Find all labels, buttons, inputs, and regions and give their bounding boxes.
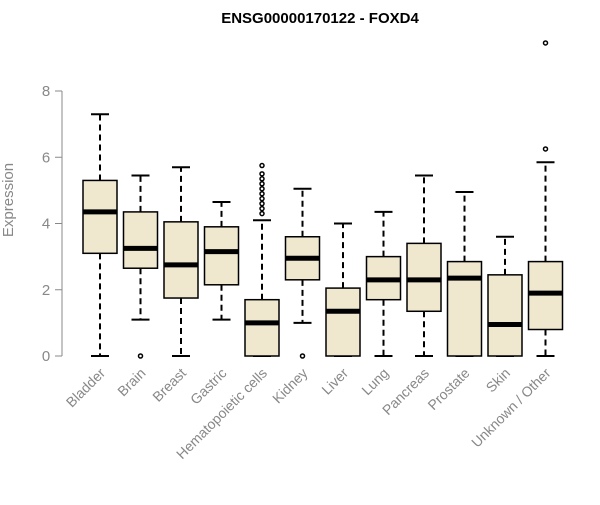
outlier-point (259, 185, 265, 192)
x-tick-label: Prostate (424, 365, 472, 413)
outlier-point (259, 176, 265, 182)
x-tick-label: Lung (358, 365, 391, 398)
box-iqr (82, 179, 118, 255)
outlier-point (259, 200, 265, 207)
outlier-point (137, 353, 144, 359)
box-kidney (284, 187, 321, 359)
outlier-point (259, 171, 265, 177)
box-series (82, 40, 564, 359)
x-tick-label: Breast (149, 365, 189, 405)
outlier-point (299, 353, 306, 359)
box-skin (487, 235, 523, 357)
box-brain (122, 174, 159, 359)
outlier-point (259, 205, 265, 212)
box-iqr (487, 274, 523, 357)
y-tick-label: 2 (42, 282, 50, 299)
outlier-point (259, 181, 265, 187)
y-tick-label: 6 (42, 149, 50, 166)
box-iqr (163, 221, 199, 299)
box-pancreas (406, 174, 442, 357)
x-tick-label: Liver (318, 365, 351, 398)
y-tick-label: 8 (42, 83, 50, 100)
box-iqr (203, 226, 240, 286)
outlier-point (259, 190, 265, 197)
box-iqr (244, 298, 280, 357)
box-bladder (82, 113, 118, 357)
box-unknown-other (527, 40, 564, 357)
outlier-point (259, 195, 265, 202)
box-iqr (122, 211, 159, 269)
outlier-point (259, 210, 265, 217)
x-tick-label: Kidney (269, 365, 311, 407)
box-prostate (446, 191, 483, 357)
x-tick-label: Bladder (63, 365, 109, 411)
y-tick-label: 0 (42, 348, 50, 365)
chart-title: ENSG00000170122 - FOXD4 (221, 10, 419, 27)
x-tick-label: Brain (114, 365, 148, 399)
box-gastric (203, 200, 240, 321)
box-liver (325, 222, 361, 357)
outlier-point (542, 40, 549, 46)
box-iqr (325, 287, 361, 357)
x-tick-label: Skin (483, 365, 514, 396)
box-breast (163, 166, 199, 357)
y-axis: 0 2 4 6 8 (42, 83, 63, 365)
outlier-point (259, 162, 265, 169)
box-hematopoietic-cells (244, 162, 280, 357)
y-tick-label: 4 (42, 216, 50, 233)
y-axis-label: Expression (0, 163, 17, 237)
box-lung (365, 210, 402, 357)
outlier-point (542, 146, 549, 152)
